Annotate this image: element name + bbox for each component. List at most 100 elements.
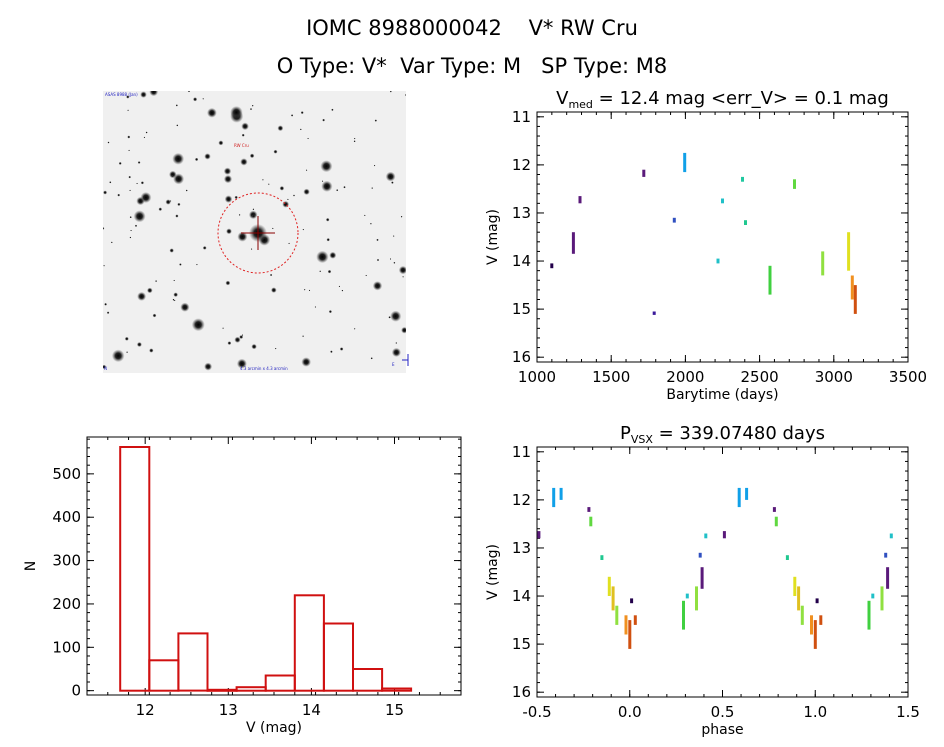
target-circle (217, 192, 299, 274)
finder-star (339, 347, 344, 351)
histogram-bar (177, 632, 209, 692)
finder-star (107, 141, 110, 144)
finder-star (110, 241, 113, 244)
data-point (611, 586, 615, 611)
finder-star (402, 276, 404, 278)
x-axis-label: V (mag) (246, 720, 302, 736)
finder-star (400, 215, 403, 218)
y-tick-label: 16 (512, 683, 531, 701)
data-point (571, 232, 575, 254)
finder-star (127, 135, 131, 139)
x-tick-label: 1.0 (803, 703, 827, 721)
y-tick-label: 0 (71, 682, 81, 700)
x-tick-label: -0.5 (522, 703, 551, 721)
finder-star (191, 318, 205, 332)
finder-star (372, 281, 383, 291)
finder-star (187, 91, 191, 93)
y-tick-label: 11 (512, 108, 531, 126)
histogram-plot: 12 13 14 15 0 100 200 300 400 500 V (mag) N (23, 436, 462, 736)
y-tick-label: 15 (512, 300, 531, 318)
finder-star (249, 153, 255, 159)
finder-star (180, 302, 190, 312)
finder-star (241, 122, 249, 131)
finder-star (385, 171, 396, 182)
finder-star (392, 235, 395, 237)
data-point (821, 251, 825, 276)
data-point (607, 576, 611, 596)
finder-star (118, 161, 122, 165)
finder-star (241, 334, 244, 336)
finder-star (124, 336, 129, 341)
finder-star (239, 335, 244, 339)
figure-title: IOMC 8988000042 V* RW Cru (306, 16, 638, 40)
finder-star (149, 91, 159, 97)
data-point (867, 600, 871, 630)
finder-star (158, 207, 163, 211)
finder-star (149, 348, 154, 353)
finder-star (177, 202, 181, 206)
figure-subtitle: O Type: V* Var Type: M SP Type: M8 (276, 54, 668, 78)
finder-star (398, 265, 406, 275)
finder-star (237, 231, 248, 242)
finder-star (277, 125, 284, 132)
finder-star (225, 280, 231, 286)
data-point (716, 258, 720, 264)
histogram-bar (148, 659, 180, 692)
finder-star (353, 137, 356, 140)
data-point (559, 487, 563, 500)
finder-star (202, 246, 207, 250)
x-axis-label: phase (701, 722, 743, 738)
finder-star (282, 200, 290, 208)
finder-star (288, 242, 290, 245)
x-tick-label: 1500 (592, 368, 630, 386)
y-tick-label: 14 (512, 587, 531, 605)
finder-star (204, 362, 213, 371)
plot-frame (86, 436, 462, 696)
finder-star (152, 313, 157, 318)
x-tick-label: 1000 (518, 368, 556, 386)
finder-star (143, 136, 146, 139)
x-tick-label: 3000 (815, 368, 853, 386)
finder-star (193, 97, 198, 102)
data-point (587, 507, 591, 512)
y-axis-label: N (23, 561, 39, 571)
data-point (871, 593, 875, 599)
finder-star (223, 175, 233, 184)
x-tick-label: 3500 (889, 368, 927, 386)
finder-star (365, 274, 368, 277)
finder-star (234, 336, 241, 343)
finder-star (175, 104, 178, 107)
finder-star (319, 270, 322, 273)
data-point (615, 605, 619, 625)
data-point (847, 232, 851, 271)
finder-star (393, 261, 396, 264)
finder-star (136, 182, 138, 185)
finder-star (303, 188, 310, 195)
finder-label-target: RW Cru (234, 143, 249, 148)
finder-star (353, 140, 356, 143)
data-point (772, 507, 776, 512)
x-tick-label: 13 (219, 701, 238, 719)
light-curve-plot: 1000 1500 2000 2500 3000 3500 11 12 13 14 15 16 Bary… (485, 88, 927, 403)
data-point (737, 487, 741, 508)
y-tick-label: 100 (52, 638, 81, 656)
data-point (704, 533, 708, 539)
finder-star (176, 124, 179, 127)
finder-star (103, 227, 105, 230)
data-point (698, 552, 702, 558)
data-point (672, 217, 676, 223)
finder-star (140, 192, 152, 203)
finder-star (202, 98, 204, 100)
y-tick-label: 13 (512, 539, 531, 557)
finder-star (305, 169, 308, 171)
finder-star (376, 238, 379, 242)
finder-star (137, 291, 147, 301)
data-point (774, 516, 778, 527)
data-point (744, 220, 747, 225)
finder-star (343, 186, 346, 189)
data-point (624, 615, 628, 635)
finder-star (327, 269, 332, 274)
finder-star (325, 217, 330, 222)
data-point (537, 531, 541, 539)
